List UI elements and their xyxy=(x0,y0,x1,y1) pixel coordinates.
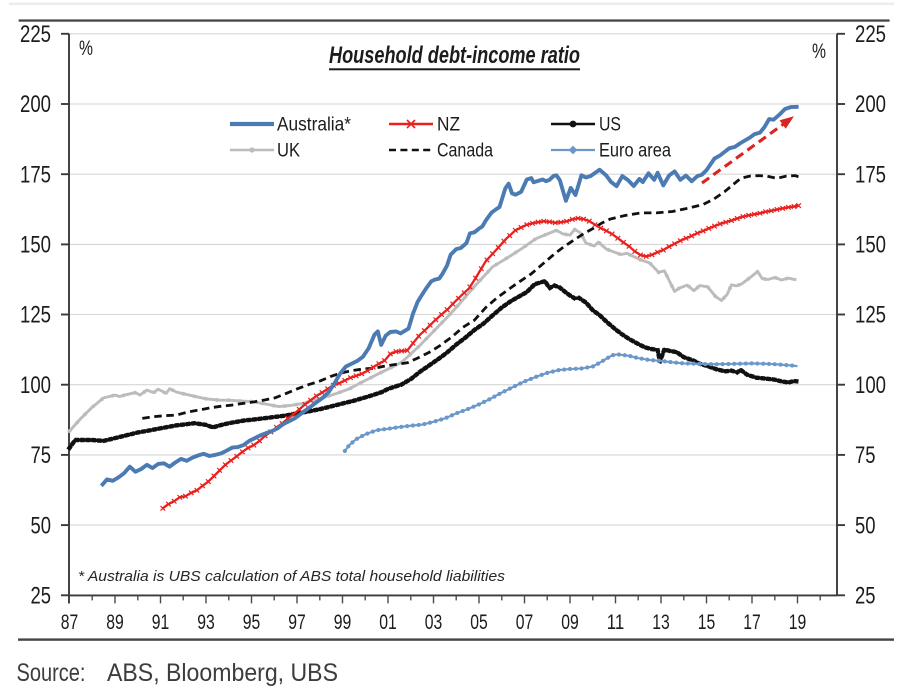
svg-text:Household debt-income ratio: Household debt-income ratio xyxy=(329,42,580,69)
svg-text:13: 13 xyxy=(652,610,670,634)
svg-text:91: 91 xyxy=(152,610,170,634)
svg-text:* Australia is UBS calculation: * Australia is UBS calculation of ABS to… xyxy=(78,568,506,585)
svg-text:Source:: Source: xyxy=(17,659,86,687)
svg-text:US: US xyxy=(599,115,621,136)
svg-text:19: 19 xyxy=(789,610,807,634)
svg-text:75: 75 xyxy=(855,442,876,469)
svg-text:93: 93 xyxy=(197,610,215,634)
svg-text:09: 09 xyxy=(561,610,579,634)
svg-text:100: 100 xyxy=(20,372,51,399)
svg-text:97: 97 xyxy=(288,610,306,634)
svg-text:95: 95 xyxy=(243,610,261,634)
svg-text:Canada: Canada xyxy=(437,141,493,162)
svg-text:150: 150 xyxy=(20,232,51,259)
svg-text:01: 01 xyxy=(379,610,397,634)
svg-text:99: 99 xyxy=(334,610,352,634)
svg-text:225: 225 xyxy=(855,21,886,48)
svg-text:125: 125 xyxy=(855,302,886,329)
svg-text:07: 07 xyxy=(516,610,534,634)
svg-text:150: 150 xyxy=(855,232,886,259)
svg-text:87: 87 xyxy=(61,610,79,634)
svg-text:ABS, Bloomberg, UBS: ABS, Bloomberg, UBS xyxy=(107,659,338,687)
svg-text:175: 175 xyxy=(855,161,886,188)
svg-text:%: % xyxy=(812,40,826,63)
svg-text:UK: UK xyxy=(277,141,300,162)
svg-text:15: 15 xyxy=(698,610,716,634)
svg-text:03: 03 xyxy=(425,610,443,634)
svg-text:NZ: NZ xyxy=(437,115,460,136)
svg-text:05: 05 xyxy=(470,610,488,634)
svg-text:Euro area: Euro area xyxy=(599,141,671,162)
svg-text:175: 175 xyxy=(20,161,51,188)
svg-text:25: 25 xyxy=(855,583,876,610)
svg-text:%: % xyxy=(79,37,93,60)
svg-text:225: 225 xyxy=(20,21,51,48)
svg-text:50: 50 xyxy=(855,512,876,539)
svg-text:25: 25 xyxy=(31,583,52,610)
svg-text:50: 50 xyxy=(31,512,52,539)
svg-text:75: 75 xyxy=(31,442,52,469)
svg-text:Australia*: Australia* xyxy=(277,115,352,136)
svg-text:200: 200 xyxy=(855,91,886,118)
svg-text:17: 17 xyxy=(743,610,761,634)
svg-text:200: 200 xyxy=(20,91,51,118)
svg-text:125: 125 xyxy=(20,302,51,329)
svg-text:89: 89 xyxy=(106,610,124,634)
svg-text:11: 11 xyxy=(607,610,625,634)
svg-text:100: 100 xyxy=(855,372,886,399)
